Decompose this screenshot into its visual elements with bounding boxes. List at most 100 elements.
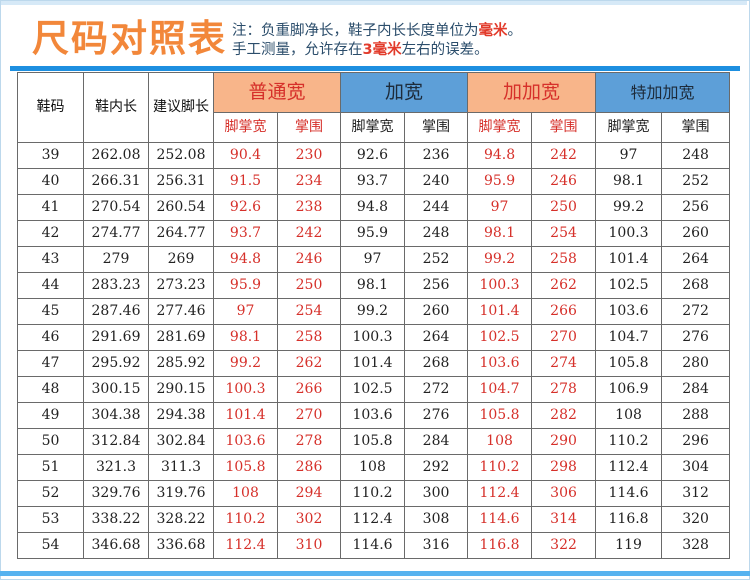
table-row: 52 329.76 319.76 108 294 110.2 300 112.4 306 114.… bbox=[17, 480, 731, 507]
standard-width-cell: 112.4 bbox=[213, 532, 278, 559]
extra-wide-girth-cell: 246 bbox=[531, 168, 597, 195]
standard-width-cell: 101.4 bbox=[213, 402, 278, 429]
size-cell: 45 bbox=[17, 298, 84, 325]
size-cell: 49 bbox=[17, 402, 84, 429]
wide-width-cell: 108 bbox=[340, 454, 406, 481]
wide-width-cell: 93.7 bbox=[340, 168, 406, 195]
extra-wide-girth-cell: 306 bbox=[531, 480, 597, 507]
sub-header-girth: 掌围 bbox=[531, 112, 597, 143]
inner-length-cell: 266.31 bbox=[83, 168, 149, 195]
super-wide-girth-cell: 248 bbox=[661, 142, 731, 169]
sub-header-width: 脚掌宽 bbox=[595, 112, 663, 143]
sub-header-girth: 掌围 bbox=[661, 112, 731, 143]
extra-wide-width-cell: 101.4 bbox=[467, 298, 533, 325]
standard-width-cell: 103.6 bbox=[213, 428, 278, 455]
super-wide-width-cell: 110.2 bbox=[595, 428, 663, 455]
super-wide-girth-cell: 320 bbox=[661, 506, 731, 533]
size-chart-table: 鞋码 鞋内长 建议脚长 普通宽 加宽 加加宽 特加加宽 脚掌宽 掌围 脚掌宽 掌… bbox=[17, 72, 731, 559]
super-wide-width-cell: 112.4 bbox=[595, 454, 663, 481]
inner-length-cell: 283.23 bbox=[83, 272, 149, 299]
inner-length-cell: 300.15 bbox=[83, 376, 149, 403]
extra-wide-width-cell: 104.7 bbox=[467, 376, 533, 403]
inner-length-cell: 304.38 bbox=[83, 402, 149, 429]
foot-length-cell: 336.68 bbox=[148, 532, 214, 559]
foot-length-cell: 269 bbox=[148, 246, 214, 273]
inner-length-cell: 291.69 bbox=[83, 324, 149, 351]
note-line-1-suffix: 。 bbox=[507, 23, 523, 39]
foot-length-cell: 285.92 bbox=[148, 350, 214, 377]
super-wide-girth-cell: 264 bbox=[661, 246, 731, 273]
note-tolerance: 3毫米 bbox=[362, 42, 402, 58]
extra-wide-girth-cell: 250 bbox=[531, 194, 597, 221]
foot-length-cell: 260.54 bbox=[148, 194, 214, 221]
super-wide-width-cell: 104.7 bbox=[595, 324, 663, 351]
standard-width-cell: 105.8 bbox=[213, 454, 278, 481]
extra-wide-width-cell: 98.1 bbox=[467, 220, 533, 247]
table-row: 53 338.22 328.22 110.2 302 112.4 308 114.6 314 11… bbox=[17, 506, 731, 533]
wide-girth-cell: 284 bbox=[404, 428, 469, 455]
standard-girth-cell: 302 bbox=[276, 506, 342, 533]
extra-wide-girth-cell: 314 bbox=[531, 506, 597, 533]
extra-wide-girth-cell: 322 bbox=[531, 532, 597, 559]
note-unit: 毫米 bbox=[478, 23, 508, 39]
super-wide-girth-cell: 256 bbox=[661, 194, 731, 221]
extra-wide-width-cell: 114.6 bbox=[467, 506, 533, 533]
super-wide-width-cell: 116.8 bbox=[595, 506, 663, 533]
wide-girth-cell: 292 bbox=[404, 454, 469, 481]
standard-width-cell: 108 bbox=[213, 480, 278, 507]
foot-length-cell: 256.31 bbox=[148, 168, 214, 195]
extra-wide-width-cell: 99.2 bbox=[467, 246, 533, 273]
super-wide-girth-cell: 252 bbox=[661, 168, 731, 195]
extra-wide-girth-cell: 290 bbox=[531, 428, 597, 455]
foot-length-cell: 290.15 bbox=[148, 376, 214, 403]
super-wide-girth-cell: 280 bbox=[661, 350, 731, 377]
wide-width-cell: 102.5 bbox=[340, 376, 406, 403]
wide-girth-cell: 264 bbox=[404, 324, 469, 351]
note-line-1: 注：负重脚净长，鞋子内长长度单位为毫米。 bbox=[232, 22, 522, 41]
size-cell: 53 bbox=[17, 506, 84, 533]
super-wide-width-cell: 101.4 bbox=[595, 246, 663, 273]
wide-girth-cell: 300 bbox=[404, 480, 469, 507]
standard-width-cell: 110.2 bbox=[213, 506, 278, 533]
extra-wide-girth-cell: 262 bbox=[531, 272, 597, 299]
wide-girth-cell: 268 bbox=[404, 350, 469, 377]
sub-header-width: 脚掌宽 bbox=[467, 112, 533, 143]
extra-wide-width-cell: 112.4 bbox=[467, 480, 533, 507]
super-wide-width-cell: 114.6 bbox=[595, 480, 663, 507]
super-wide-girth-cell: 284 bbox=[661, 376, 731, 403]
wide-girth-cell: 260 bbox=[404, 298, 469, 325]
header-suggested-foot-length: 建议脚长 bbox=[148, 72, 214, 143]
standard-width-cell: 91.5 bbox=[213, 168, 278, 195]
foot-length-cell: 281.69 bbox=[148, 324, 214, 351]
wide-width-cell: 99.2 bbox=[340, 298, 406, 325]
extra-wide-width-cell: 95.9 bbox=[467, 168, 533, 195]
wide-girth-cell: 236 bbox=[404, 142, 469, 169]
extra-wide-girth-cell: 282 bbox=[531, 402, 597, 429]
header-group-extra-wide: 加加宽 bbox=[467, 72, 597, 113]
extra-wide-girth-cell: 254 bbox=[531, 220, 597, 247]
table-row: 50 312.84 302.84 103.6 278 105.8 284 108 290 110.… bbox=[17, 428, 731, 455]
size-cell: 40 bbox=[17, 168, 84, 195]
inner-length-cell: 287.46 bbox=[83, 298, 149, 325]
size-cell: 43 bbox=[17, 246, 84, 273]
table-row: 47 295.92 285.92 99.2 262 101.4 268 103.6 274 105… bbox=[17, 350, 731, 377]
standard-girth-cell: 250 bbox=[276, 272, 342, 299]
header-row-groups: 鞋码 鞋内长 建议脚长 普通宽 加宽 加加宽 特加加宽 bbox=[17, 72, 731, 143]
super-wide-girth-cell: 260 bbox=[661, 220, 731, 247]
size-cell: 48 bbox=[17, 376, 84, 403]
standard-width-cell: 100.3 bbox=[213, 376, 278, 403]
table-row: 51 321.3 311.3 105.8 286 108 292 110.2 298 112.4 3… bbox=[17, 454, 731, 481]
standard-girth-cell: 310 bbox=[276, 532, 342, 559]
unit-note: 注：负重脚净长，鞋子内长长度单位为毫米。 手工测量，允许存在3毫米左右的误差。 bbox=[232, 22, 522, 60]
inner-length-cell: 329.76 bbox=[83, 480, 149, 507]
table-row: 45 287.46 277.46 97 254 99.2 260 101.4 266 103.6 2… bbox=[17, 298, 731, 325]
standard-girth-cell: 294 bbox=[276, 480, 342, 507]
size-cell: 51 bbox=[17, 454, 84, 481]
wide-width-cell: 94.8 bbox=[340, 194, 406, 221]
standard-girth-cell: 230 bbox=[276, 142, 342, 169]
standard-width-cell: 97 bbox=[213, 298, 278, 325]
wide-girth-cell: 272 bbox=[404, 376, 469, 403]
standard-girth-cell: 258 bbox=[276, 324, 342, 351]
foot-length-cell: 294.38 bbox=[148, 402, 214, 429]
size-cell: 54 bbox=[17, 532, 84, 559]
